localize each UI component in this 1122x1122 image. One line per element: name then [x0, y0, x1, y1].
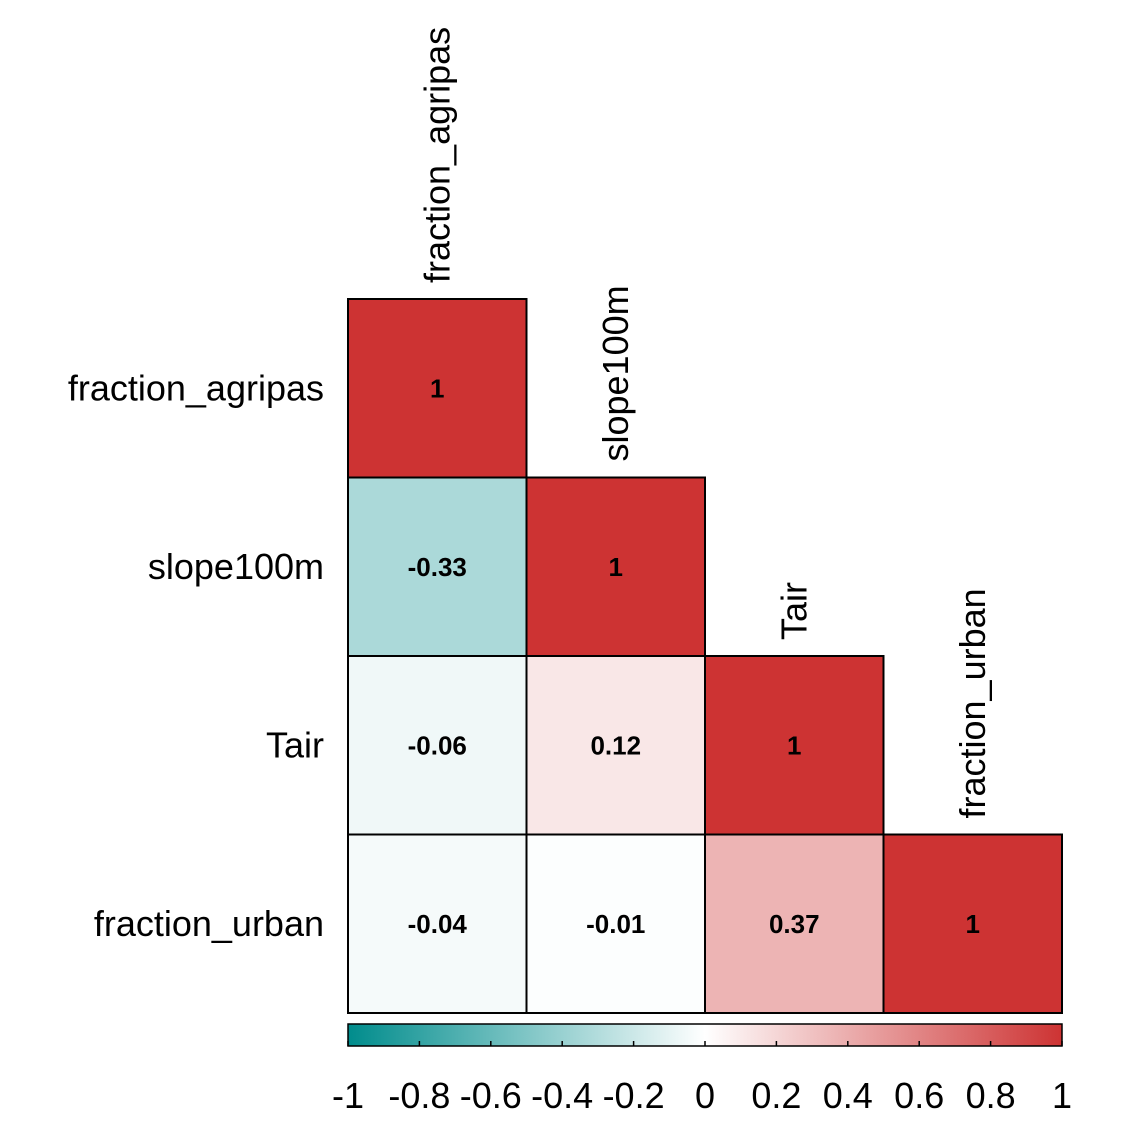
cell-fraction_agripas-fraction_agripas: [347, 298, 528, 479]
cell-value-label: 1: [966, 909, 980, 939]
colorbar-tick-label: -0.6: [460, 1075, 522, 1116]
cell-value-label: 0.37: [769, 909, 820, 939]
row-labels: fraction_agripas slope100m Tair fraction_ur…: [68, 367, 324, 944]
cell-fraction_urban-Tair: [704, 833, 885, 1014]
colorbar-tick-label: -1: [332, 1075, 364, 1116]
cell-fraction_urban-fraction_urban: [882, 833, 1063, 1014]
cell-value-label: -0.01: [586, 909, 645, 939]
cell-value-label: -0.33: [408, 552, 467, 582]
row-label-slope100m: slope100m: [148, 546, 324, 587]
column-label-fraction_urban: fraction_urban: [952, 588, 993, 818]
colorbar-tick-label: -0.8: [388, 1075, 450, 1116]
cell-value-label: 0.12: [590, 730, 641, 760]
cell-value-label: 1: [787, 730, 801, 760]
colorbar-tick-label: 0: [695, 1075, 715, 1116]
row-label-fraction_urban: fraction_urban: [94, 903, 324, 944]
colorbar-tick-label: 0.4: [823, 1075, 873, 1116]
colorbar-tick-label: -0.2: [603, 1075, 665, 1116]
cell-value-label: -0.06: [408, 730, 467, 760]
column-label-Tair: Tair: [773, 582, 814, 640]
colorbar-tick-label: 0.8: [966, 1075, 1016, 1116]
colorbar-tick-label: 0.6: [894, 1075, 944, 1116]
colorbar-tick-label: 1: [1052, 1075, 1072, 1116]
colorbar-ticks: -1 -0.8 -0.6 -0.4 -0.2 0 0.2 0.4 0.6 0.8 1: [332, 1041, 1072, 1116]
cell-Tair-slope100m: [525, 655, 706, 836]
colorbar-tick-label: 0.2: [751, 1075, 801, 1116]
cell-fraction_urban-fraction_agripas: [347, 833, 528, 1014]
column-labels: fraction_agripas slope100m Tair fraction_ur…: [416, 27, 993, 819]
column-label-fraction_agripas: fraction_agripas: [416, 27, 457, 283]
row-label-Tair: Tair: [266, 724, 324, 765]
column-label-slope100m: slope100m: [595, 285, 636, 461]
row-label-fraction_agripas: fraction_agripas: [68, 367, 324, 408]
cell-Tair-Tair: [704, 655, 885, 836]
heatmap-cells: 1 -0.33 1 -0.06 0.12 1 -0.04 -0.01 0.37 1: [347, 298, 1063, 1014]
cell-fraction_urban-slope100m: [525, 833, 706, 1014]
cell-value-label: -0.04: [408, 909, 468, 939]
colorbar: -1 -0.8 -0.6 -0.4 -0.2 0 0.2 0.4 0.6 0.8 1: [332, 1023, 1072, 1116]
colorbar-tick-label: -0.4: [531, 1075, 593, 1116]
cell-value-label: 1: [430, 373, 444, 403]
cell-value-label: 1: [609, 552, 623, 582]
